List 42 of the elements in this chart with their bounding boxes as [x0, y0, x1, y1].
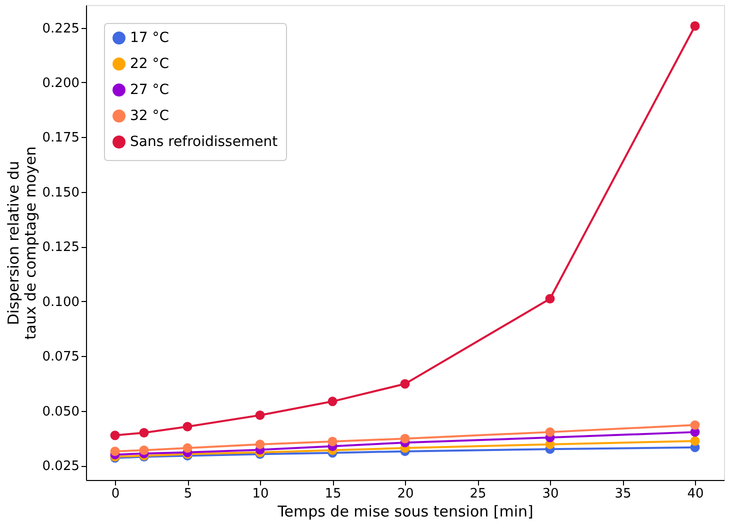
- x-tick-label: 5: [184, 486, 192, 502]
- point: [110, 430, 120, 440]
- point: [400, 379, 410, 389]
- y-tick-label: 0.050: [42, 404, 80, 420]
- x-tick-label: 20: [397, 486, 414, 502]
- legend-label: 17 °C: [130, 30, 170, 46]
- point: [182, 443, 192, 453]
- x-tick-label: 10: [252, 486, 269, 502]
- point: [110, 446, 120, 456]
- y-tick-label: 0.225: [42, 21, 80, 36]
- point: [255, 440, 265, 450]
- legend-label: Sans refroidissement: [130, 134, 278, 150]
- legend-label: 22 °C: [130, 56, 170, 72]
- point: [545, 294, 555, 304]
- x-tick-label: 35: [614, 486, 632, 502]
- point: [139, 428, 149, 438]
- point: [328, 396, 338, 406]
- x-tick-label: 40: [687, 486, 704, 502]
- legend-label: 27 °C: [130, 82, 170, 98]
- point: [400, 434, 410, 444]
- x-tick-label: 0: [111, 486, 120, 502]
- point: [182, 422, 192, 432]
- point: [690, 420, 700, 430]
- x-tick-label: 25: [470, 486, 486, 502]
- y-tick-label: 0.150: [42, 185, 80, 200]
- y-tick-label: 0.200: [42, 76, 80, 91]
- y-axis-title: Dispersion relative du taux de comptage moyen: [4, 146, 40, 340]
- point: [690, 21, 700, 31]
- x-axis-title: Temps de mise sous tension [min]: [276, 502, 534, 520]
- y-tick-label: 0.125: [42, 240, 80, 256]
- x-tick-label: 30: [542, 486, 559, 502]
- y-tick-label: 0.025: [42, 459, 80, 474]
- x-tick-label: 15: [324, 486, 342, 502]
- y-tick-label: 0.175: [42, 130, 80, 146]
- y-tick-label: 0.075: [42, 350, 80, 365]
- point: [255, 410, 265, 420]
- point: [328, 436, 338, 446]
- y-tick-label: 0.100: [42, 294, 80, 310]
- point: [690, 436, 700, 446]
- legend-label: 32 °C: [130, 108, 170, 124]
- point: [139, 445, 149, 455]
- point: [545, 427, 555, 437]
